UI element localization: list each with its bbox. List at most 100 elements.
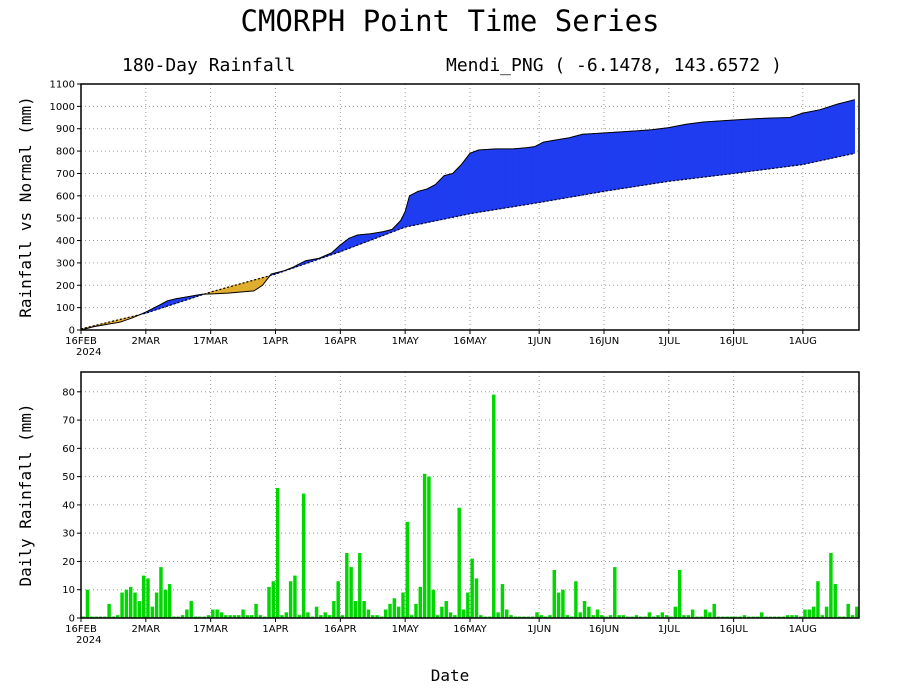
above-normal-segment [808,111,812,164]
daily-rainfall-bar [664,615,669,618]
above-normal-segment [629,130,633,188]
normal-rainfall-line [80,152,855,330]
above-normal-segment [352,235,356,248]
daily-rainfall-bar [621,615,626,618]
above-normal-segment [850,99,853,155]
daily-rainfall-bar [163,589,168,618]
above-normal-segment [495,148,499,210]
above-normal-segment [640,130,644,186]
daily-rainfall-bar [613,567,617,618]
daily-ytick-label: 30 [62,529,75,540]
daily-rainfall-bar [249,615,254,618]
above-normal-segment [620,131,624,190]
above-normal-segment [439,177,443,221]
daily-rainfall-bar [107,603,111,618]
above-normal-segment [683,123,687,180]
above-normal-segment [435,181,438,222]
above-normal-segment [569,136,572,198]
daily-rainfall-bar [846,603,850,618]
above-normal-segment [476,149,479,214]
above-normal-segment [504,148,508,209]
cumulative-ytick-label: 800 [56,147,75,158]
above-normal-segment [417,190,421,225]
above-normal-segment [718,120,721,176]
above-normal-segment [497,148,501,210]
cumulative-ytick-label: 100 [56,303,75,314]
daily-rainfall-bar [565,615,569,618]
above-normal-segment [659,128,663,183]
above-normal-segment [413,191,417,226]
daily-rainfall-bar [353,601,358,618]
cumulative-ytick-label: 700 [56,169,75,180]
above-normal-segment [813,110,817,163]
daily-rainfall-bar [656,615,660,618]
above-normal-segment [638,130,642,187]
above-normal-segment [361,234,365,244]
above-normal-segment [437,179,441,221]
above-normal-segment [806,111,810,164]
above-normal-segment [767,117,771,170]
above-normal-segment [491,148,495,211]
above-normal-segment [778,117,782,168]
cumulative-ytick-label: 0 [69,326,75,337]
above-normal-segment [711,120,715,177]
above-normal-segment [564,137,568,199]
daily-rainfall-bar [742,615,747,618]
daily-rainfall-bar [128,586,133,618]
above-normal-segment [787,117,791,167]
daily-rainfall-bar [824,606,829,618]
above-normal-segment [482,149,486,212]
daily-rainfall-bar [647,612,652,618]
daily-rainfall-bar [319,615,323,618]
above-normal-segment [523,147,527,206]
above-normal-segment [824,107,827,161]
above-normal-segment [655,128,659,184]
above-normal-segment [502,148,505,209]
above-normal-segment [590,133,594,194]
above-normal-segment [672,125,676,182]
daily-rainfall-bar [440,606,444,618]
above-normal-segment [579,133,583,196]
daily-rainfall-bar [820,615,824,618]
above-normal-segment [845,100,849,156]
daily-rainfall-bar [154,592,159,618]
above-normal-segment [752,118,756,172]
daily-rainfall-bar [228,615,232,618]
above-normal-segment [571,136,575,198]
above-normal-segment [843,101,847,157]
below-normal-segment [247,280,250,292]
daily-rainfall-bar [332,601,336,618]
cumulative-xtick-label: 1JUL [658,336,681,347]
daily-rainfall-bar [686,615,691,618]
daily-rainfall-bar [785,615,790,618]
above-normal-segment [636,130,639,187]
daily-rainfall-bar [124,589,129,618]
above-normal-segment [560,138,564,200]
daily-rainfall-bar [829,552,833,618]
above-normal-segment [841,102,845,157]
cumulative-xtick-label: 16FEB [65,336,97,347]
above-normal-segment [834,103,838,158]
above-normal-segment [350,236,354,249]
above-normal-segment [577,134,581,197]
above-normal-segment [750,118,754,172]
daily-rainfall-bar [345,552,349,618]
above-normal-segment [510,148,514,208]
above-normal-segment [448,173,451,219]
cumulative-ytick-label: 600 [56,191,75,202]
daily-xtick-label: 1JUL [658,624,681,635]
daily-ytick-label: 40 [62,500,75,511]
above-normal-segment [837,103,840,158]
daily-rainfall-bar [85,589,90,618]
daily-xtick-label: 1JUN [527,624,551,635]
below-normal-segment [221,288,224,294]
above-normal-segment [603,132,607,192]
daily-rainfall-bar [556,592,561,618]
above-normal-segment [357,234,361,246]
daily-rainfall-bar [245,615,250,618]
above-normal-segment [424,188,428,224]
above-normal-segment [709,121,713,177]
cumulative-xtick-label: 1JUN [527,336,551,347]
cumulative-ytick-label: 200 [56,281,75,292]
above-normal-segment [506,148,510,209]
